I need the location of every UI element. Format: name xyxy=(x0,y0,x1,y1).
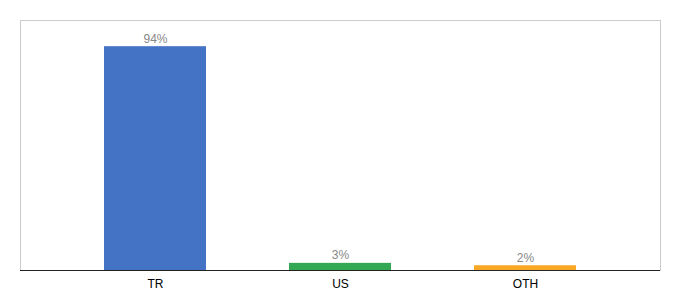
svg-text:US: US xyxy=(332,277,349,291)
svg-text:94%: 94% xyxy=(143,32,167,46)
svg-text:TR: TR xyxy=(148,277,164,291)
svg-text:3%: 3% xyxy=(332,248,350,262)
svg-text:OTH: OTH xyxy=(513,277,538,291)
svg-text:2%: 2% xyxy=(517,251,535,265)
